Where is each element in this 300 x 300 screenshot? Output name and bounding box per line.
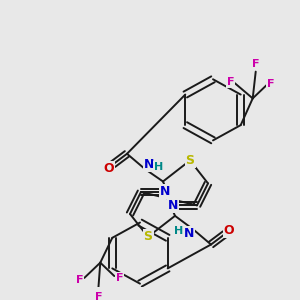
Text: F: F bbox=[267, 79, 274, 89]
Text: O: O bbox=[224, 224, 234, 237]
Text: F: F bbox=[76, 275, 83, 285]
Text: H: H bbox=[154, 162, 164, 172]
Text: F: F bbox=[227, 77, 235, 87]
Text: F: F bbox=[116, 273, 123, 283]
Text: N: N bbox=[184, 227, 194, 241]
Text: O: O bbox=[104, 162, 114, 175]
Text: N: N bbox=[160, 185, 170, 199]
Text: F: F bbox=[252, 59, 260, 69]
Text: F: F bbox=[94, 292, 102, 300]
Text: N: N bbox=[168, 199, 178, 212]
Text: H: H bbox=[174, 226, 184, 236]
Text: N: N bbox=[144, 158, 154, 171]
Text: S: S bbox=[143, 230, 152, 243]
Text: S: S bbox=[185, 154, 194, 167]
